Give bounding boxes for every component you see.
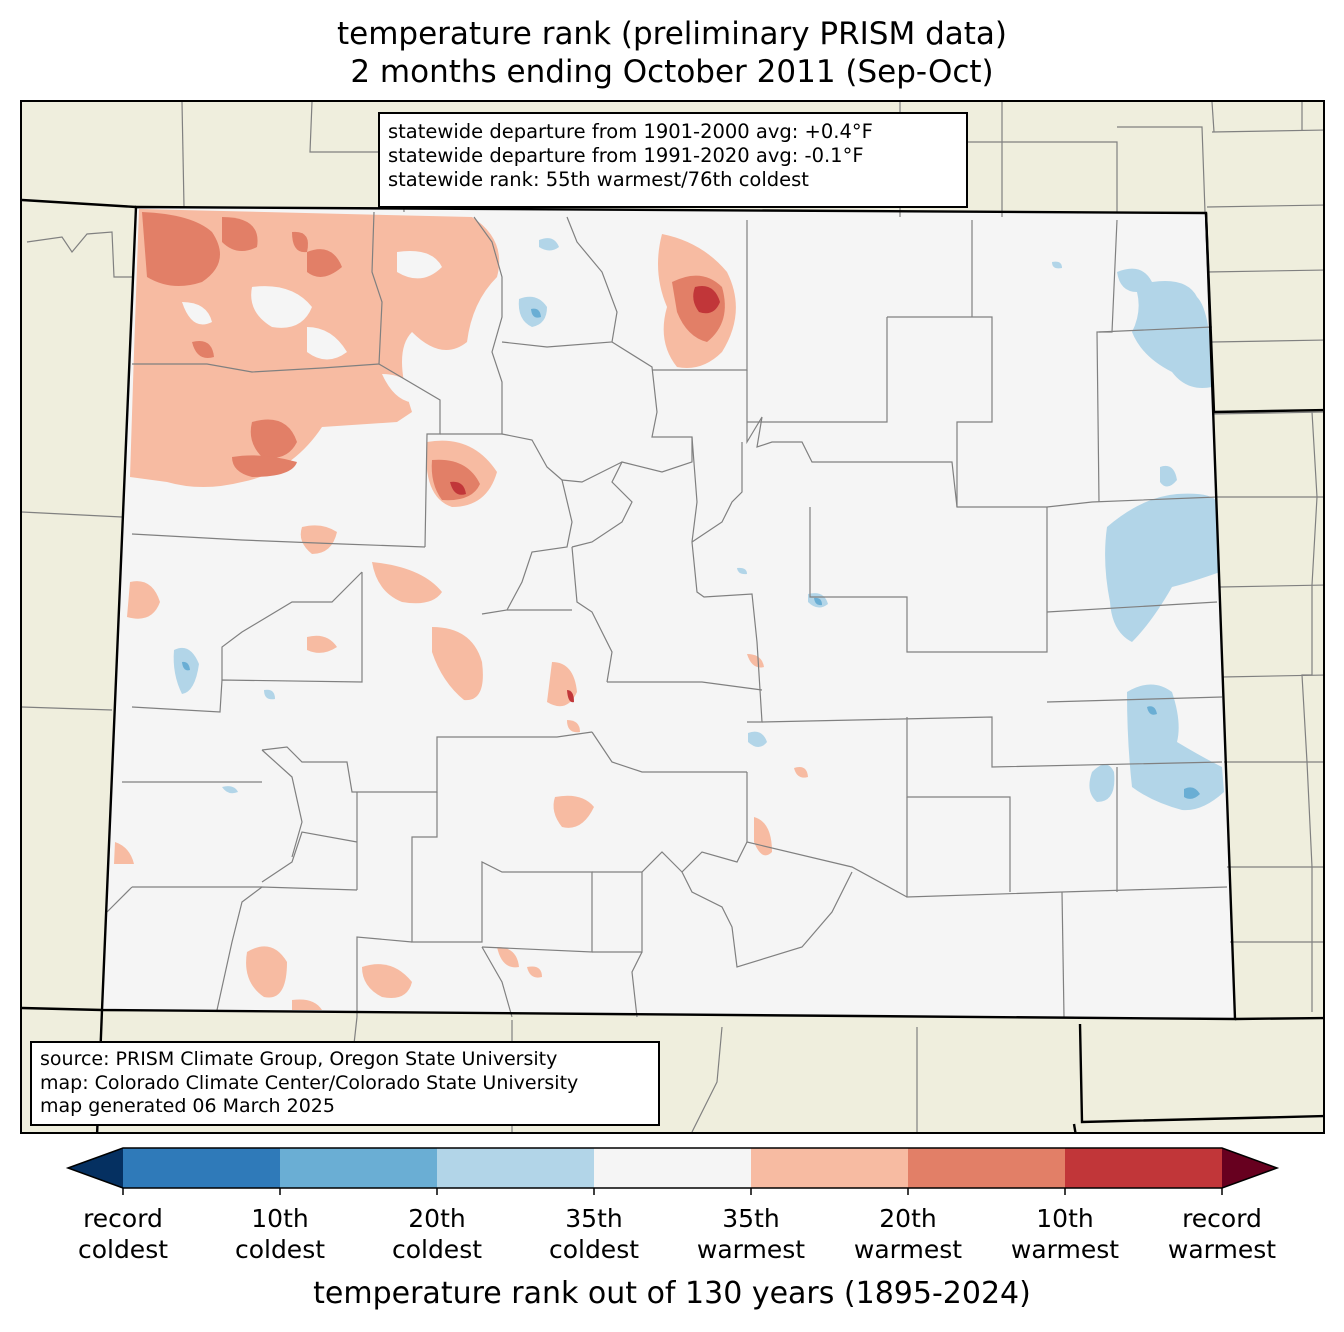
credit-source: source: PRISM Climate Group, Oregon Stat…	[40, 1048, 558, 1070]
colorado-map	[22, 102, 1323, 1132]
cool-anomaly-regions	[173, 238, 1224, 811]
tick-label-line1: record	[83, 1204, 163, 1233]
colorbar-tick-label: 10th coldest	[195, 1203, 365, 1265]
colorbar-bin	[68, 1148, 123, 1188]
colorbar-bin	[594, 1148, 752, 1188]
colorbar-bin	[751, 1148, 909, 1188]
statewide-rank: statewide rank: 55th warmest/76th coldes…	[388, 168, 809, 191]
colorbar-tick-label: record coldest	[38, 1203, 208, 1265]
tick-label-line1: record	[1182, 1204, 1262, 1233]
map-frame	[20, 100, 1325, 1134]
tick-label-line1: 10th	[1036, 1204, 1094, 1233]
much-warmer-anomaly-regions	[450, 286, 720, 703]
map-title: temperature rank (preliminary PRISM data…	[336, 16, 1007, 52]
tick-label-line1: 35th	[565, 1204, 623, 1233]
departure-1991-2020: statewide departure from 1991-2020 avg: …	[388, 144, 864, 167]
colorbar-tick-label: 20th coldest	[352, 1203, 522, 1265]
colder-anomaly-regions	[182, 308, 1200, 799]
colorbar-tick-label: 35th coldest	[509, 1203, 679, 1265]
statewide-stats-box: statewide departure from 1901-2000 avg: …	[378, 112, 968, 208]
colorbar-tick-label: 10th warmest	[980, 1203, 1150, 1265]
tick-label-line1: 20th	[879, 1204, 937, 1233]
credits-box: source: PRISM Climate Group, Oregon Stat…	[30, 1041, 660, 1126]
credit-generated: map generated 06 March 2025	[40, 1095, 335, 1117]
colorbar-tick-label: 35th warmest	[666, 1203, 836, 1265]
tick-label-line2: coldest	[234, 1235, 326, 1264]
neutral-holes	[182, 251, 442, 403]
colorbar-bin	[908, 1148, 1066, 1188]
tick-label-line2: coldest	[77, 1235, 169, 1264]
tick-label-line1: 20th	[408, 1204, 466, 1233]
colorbar-bin	[1222, 1148, 1277, 1188]
tick-label-line1: 35th	[722, 1204, 780, 1233]
map-subtitle: 2 months ending October 2011 (Sep-Oct)	[350, 54, 994, 90]
tick-label-line1: 10th	[251, 1204, 309, 1233]
colorbar-bin	[1065, 1148, 1223, 1188]
tick-label-line2: coldest	[391, 1235, 483, 1264]
credit-map: map: Colorado Climate Center/Colorado St…	[40, 1071, 579, 1094]
tick-label-line2: warmest	[853, 1235, 963, 1264]
tick-label-line2: warmest	[1167, 1235, 1277, 1264]
tick-label-line2: warmest	[696, 1235, 806, 1264]
colorbar	[65, 1147, 1280, 1195]
tick-label-line2: warmest	[1010, 1235, 1120, 1264]
colorbar-bin	[437, 1148, 595, 1188]
colorbar-bin	[280, 1148, 438, 1188]
colorbar-tick-label: 20th warmest	[823, 1203, 993, 1265]
tick-label-line2: coldest	[548, 1235, 640, 1264]
departure-1901-2000: statewide departure from 1901-2000 avg: …	[388, 120, 873, 143]
colorbar-bin	[123, 1148, 281, 1188]
colorbar-label: temperature rank out of 130 years (1895-…	[313, 1276, 1031, 1311]
colorbar-tick-label: record warmest	[1137, 1203, 1307, 1265]
